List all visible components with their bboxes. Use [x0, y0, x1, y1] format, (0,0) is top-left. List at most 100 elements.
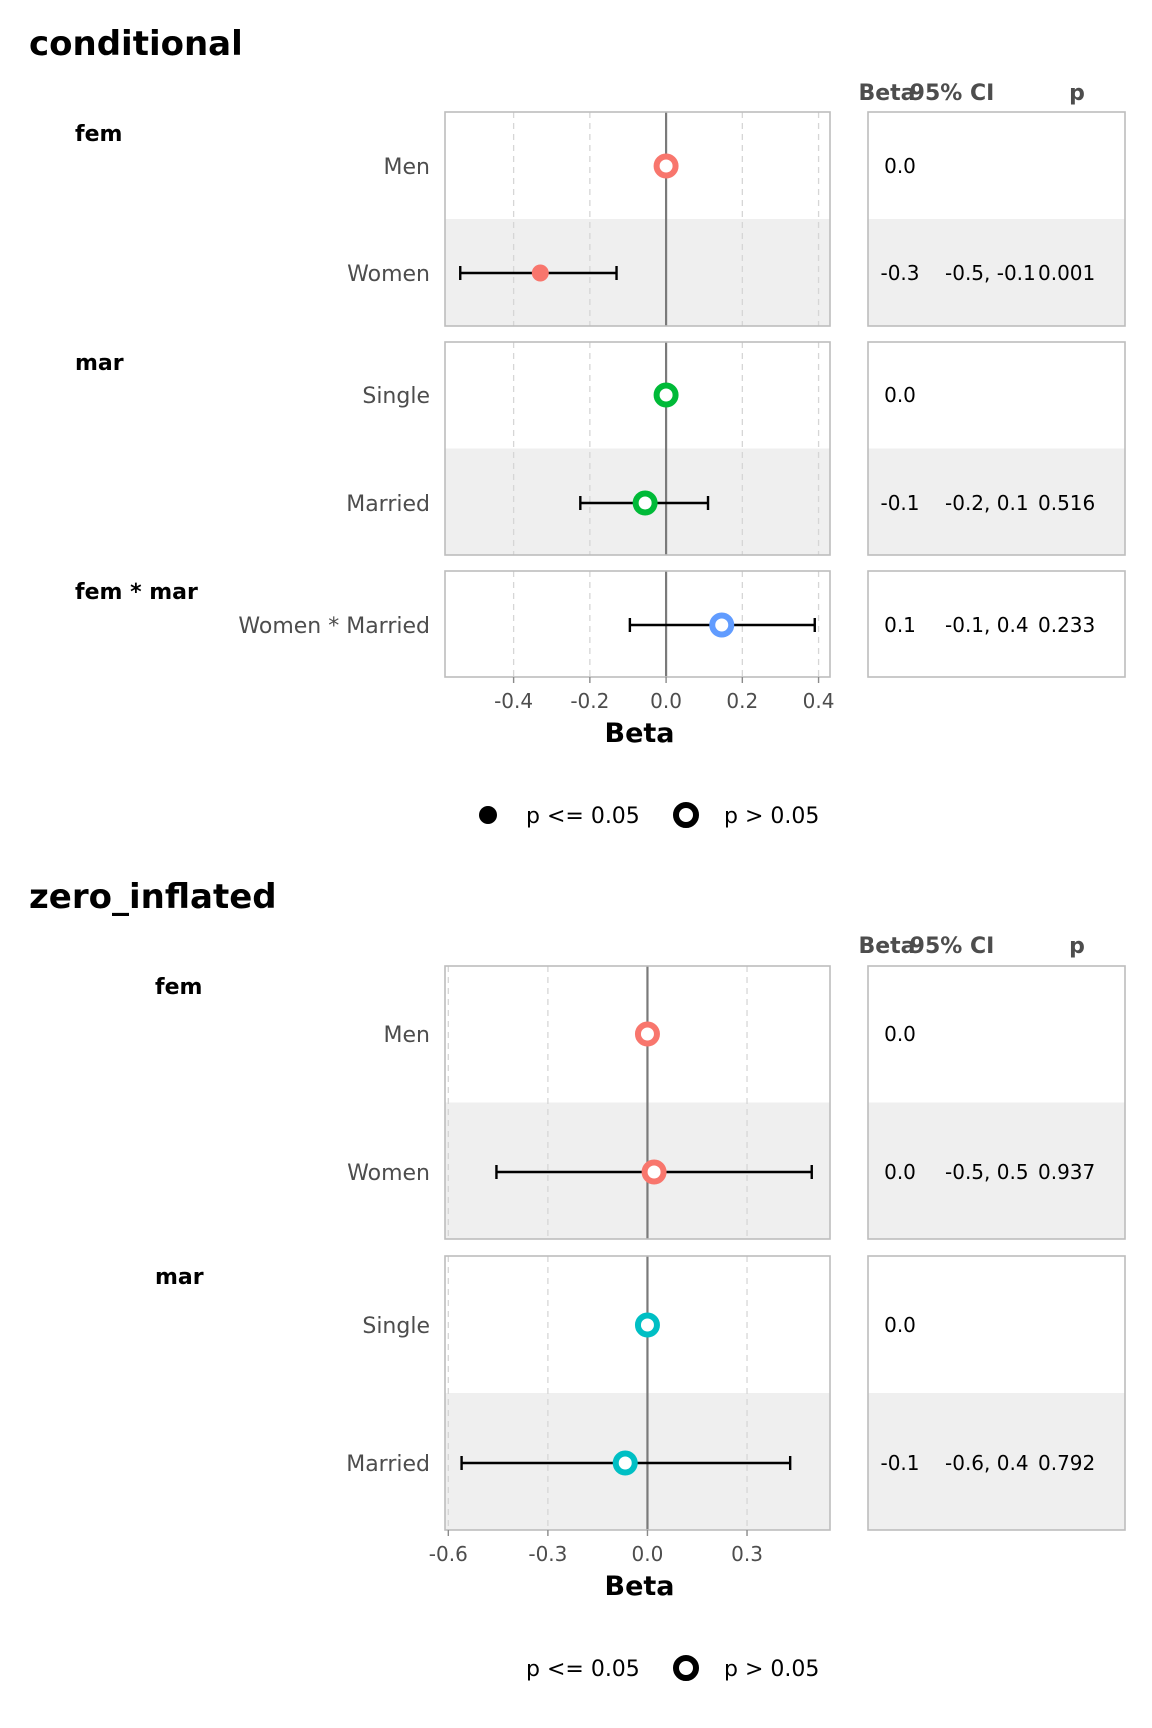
table-row-shade — [868, 219, 1125, 326]
row-label: Women — [347, 1161, 430, 1186]
table-header-p: p — [1069, 934, 1085, 959]
x-axis-tick-label: 0.0 — [650, 689, 682, 713]
group-label: fem — [75, 122, 122, 147]
legend-label-not-significant: p > 0.05 — [724, 1657, 819, 1682]
estimate-point-open — [641, 1159, 667, 1185]
legend-key-open — [673, 1655, 699, 1681]
x-axis-tick-label: -0.4 — [494, 689, 533, 713]
group-label: mar — [155, 1265, 204, 1290]
legend: p <= 0.05 p > 0.05 — [526, 1655, 819, 1682]
x-axis-tick-label: 0.2 — [726, 689, 758, 713]
table-cell-beta: 0.0 — [884, 1313, 916, 1337]
estimate-point-open — [634, 1021, 660, 1047]
table-row-shade — [868, 448, 1125, 555]
row-label: Women * Married — [238, 614, 430, 639]
group-label: mar — [75, 351, 124, 376]
estimate-point-open — [632, 490, 658, 516]
x-axis-title: Beta — [604, 1571, 674, 1602]
estimate-point-open — [612, 1450, 638, 1476]
row-married: Married -0.1 -0.2, 0.1 0.516 — [346, 490, 1095, 517]
estimate-point-open — [653, 153, 679, 179]
table-panel-border — [867, 111, 1126, 327]
table-cell-ci: -0.5, 0.5 — [945, 1160, 1029, 1184]
panel-fem: fem Men 0.0 Women -0.3 -0.5, -0.1 0.001 — [75, 111, 1126, 327]
chart-title: zero_inflated — [29, 877, 277, 917]
row-women-married: Women * Married 0.1 -0.1, 0.4 0.233 — [238, 612, 1095, 639]
table-cell-p: 0.792 — [1038, 1451, 1095, 1475]
plot-panel-border — [444, 111, 831, 327]
table-cell-ci: -0.5, -0.1 — [945, 261, 1036, 285]
panel-mar: mar Single 0.0 Married -0.1 -0.2, 0.1 0.516 — [75, 341, 1126, 556]
estimate-point-open — [709, 612, 735, 638]
table-panel-background — [868, 571, 1125, 677]
table-cell-p: 0.516 — [1038, 491, 1095, 515]
row-shade — [445, 1102, 830, 1239]
row-label: Men — [384, 1023, 430, 1048]
row-women: Women -0.3 -0.5, -0.1 0.001 — [347, 261, 1095, 287]
chart-title: conditional — [29, 24, 243, 64]
table-panel-border — [867, 570, 1126, 678]
panel-fem: fem Men 0.0 Women 0.0 -0.5, 0.5 0.937 — [155, 965, 1126, 1240]
table-header-beta: Beta — [858, 81, 915, 106]
table-cell-ci: -0.2, 0.1 — [945, 491, 1029, 515]
x-axis-tick-label: 0.0 — [632, 1542, 664, 1566]
table-cell-p: 0.937 — [1038, 1160, 1095, 1184]
legend-label-significant: p <= 0.05 — [526, 804, 640, 829]
table-cell-beta: 0.0 — [884, 383, 916, 407]
x-axis-tick-label: -0.3 — [528, 1542, 567, 1566]
legend-label-significant: p <= 0.05 — [526, 1657, 640, 1682]
panel-fem-mar: fem * mar Women * Married 0.1 -0.1, 0.4 0.23… — [75, 570, 1126, 678]
legend-key-filled — [479, 806, 497, 824]
x-axis-tick-label: 0.3 — [731, 1542, 763, 1566]
table-header-beta: Beta — [858, 934, 915, 959]
x-axis-tick-label: 0.4 — [803, 689, 835, 713]
table-panel-border — [867, 965, 1126, 1240]
row-label: Single — [362, 1314, 430, 1339]
row-label: Men — [384, 155, 430, 180]
row-label: Single — [362, 384, 430, 409]
legend-label-not-significant: p > 0.05 — [724, 804, 819, 829]
table-cell-beta: 0.0 — [884, 1160, 916, 1184]
table-panel-border — [867, 341, 1126, 556]
row-single: Single 0.0 — [362, 382, 916, 409]
table-header-ci: 95% CI — [910, 934, 995, 959]
group-label: fem * mar — [75, 580, 198, 605]
table-panel-border — [867, 1255, 1126, 1531]
table-cell-beta: -0.1 — [880, 1451, 919, 1475]
plot-panel-border — [444, 341, 831, 556]
row-women: Women 0.0 -0.5, 0.5 0.937 — [347, 1159, 1095, 1186]
row-label: Married — [346, 1452, 430, 1477]
row-men: Men 0.0 — [384, 1021, 916, 1048]
x-axis-title: Beta — [604, 718, 674, 749]
row-label: Women — [347, 262, 430, 287]
x-axis-tick-label: -0.6 — [429, 1542, 468, 1566]
row-single: Single 0.0 — [362, 1312, 916, 1339]
row-men: Men 0.0 — [384, 153, 916, 180]
table-cell-beta: 0.0 — [884, 154, 916, 178]
legend-key-open — [673, 802, 699, 828]
estimate-point-filled — [531, 264, 549, 282]
estimate-point-open — [653, 382, 679, 408]
plot-panel-border — [444, 965, 831, 1240]
panel-mar: mar Single 0.0 Married -0.1 -0.6, 0.4 0.792 — [155, 1255, 1126, 1531]
x-axis-tick-label: -0.2 — [570, 689, 609, 713]
table-cell-beta: -0.1 — [880, 491, 919, 515]
table-row-shade — [868, 1393, 1125, 1530]
table-header-p: p — [1069, 81, 1085, 106]
legend: p <= 0.05 p > 0.05 — [479, 802, 819, 829]
plot-panel-border — [444, 570, 831, 678]
table-cell-ci: -0.6, 0.4 — [945, 1451, 1029, 1475]
table-cell-ci: -0.1, 0.4 — [945, 613, 1029, 637]
row-label: Married — [346, 492, 430, 517]
table-cell-beta: -0.3 — [880, 261, 919, 285]
estimate-point-open — [634, 1312, 660, 1338]
row-married: Married -0.1 -0.6, 0.4 0.792 — [346, 1450, 1095, 1477]
table-header-ci: 95% CI — [910, 81, 995, 106]
table-cell-p: 0.233 — [1038, 613, 1095, 637]
table-cell-beta: 0.1 — [884, 613, 916, 637]
table-cell-p: 0.001 — [1038, 261, 1095, 285]
